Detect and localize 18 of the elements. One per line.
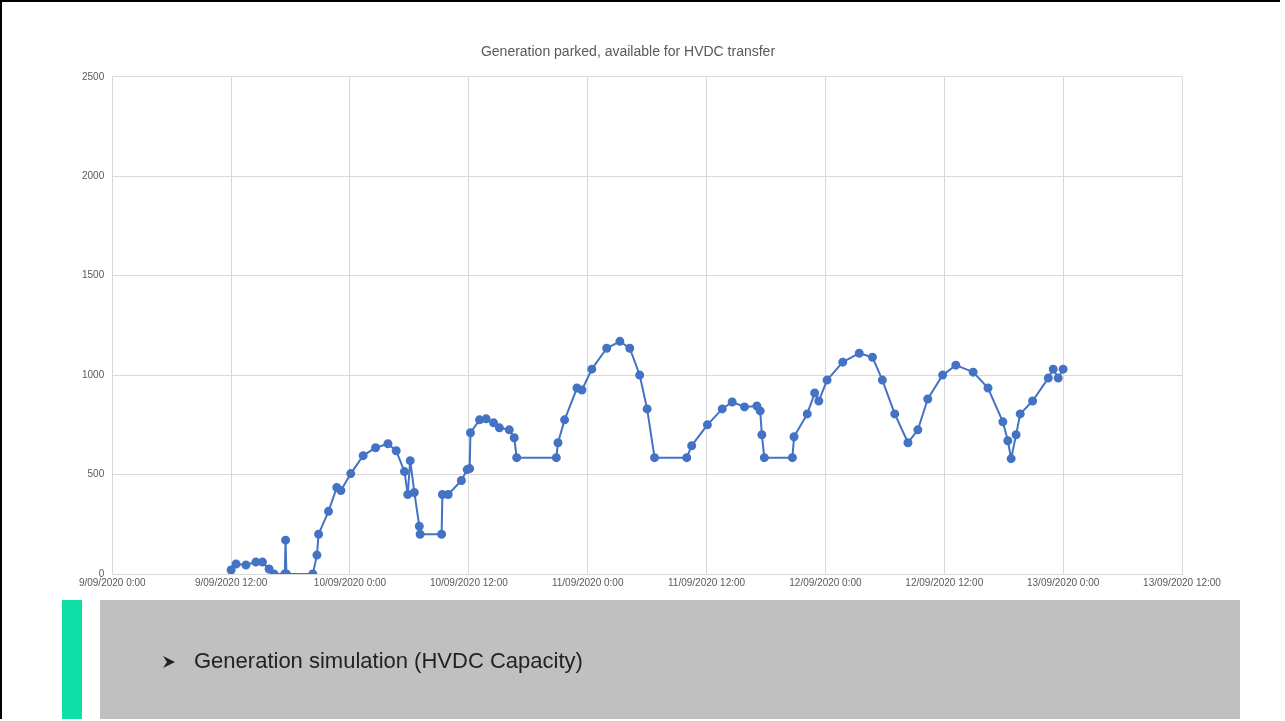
x-tick-label: 11/09/2020 0:00 bbox=[551, 576, 624, 588]
x-tick-label: 9/09/2020 0:00 bbox=[78, 576, 147, 588]
x-tick-label: 10/09/2020 12:00 bbox=[429, 576, 509, 588]
y-tick-label: 0 bbox=[98, 567, 105, 579]
y-tick-label: 1500 bbox=[82, 269, 105, 281]
x-tick-label: 11/09/2020 12:00 bbox=[668, 576, 746, 588]
y-tick-label: 2500 bbox=[82, 70, 105, 82]
chart-title: Generation parked, available for HVDC transfer bbox=[480, 43, 776, 60]
x-tick-label: 13/09/2020 0:00 bbox=[1026, 576, 1100, 588]
y-tick-label: 500 bbox=[87, 468, 105, 480]
x-tick-label: 10/09/2020 0:00 bbox=[313, 576, 387, 588]
text: Generation simulation (HVDC Capacity) bbox=[194, 648, 583, 674]
x-tick-label: 12/09/2020 0:00 bbox=[789, 576, 862, 588]
x-tick-label: 12/09/2020 12:00 bbox=[905, 576, 984, 588]
y-tick-label: 2000 bbox=[82, 169, 105, 181]
x-tick-label: 13/09/2020 12:00 bbox=[1143, 576, 1222, 588]
y-tick-label: 1000 bbox=[82, 368, 105, 380]
x-tick-label: 9/09/2020 12:00 bbox=[194, 576, 268, 588]
